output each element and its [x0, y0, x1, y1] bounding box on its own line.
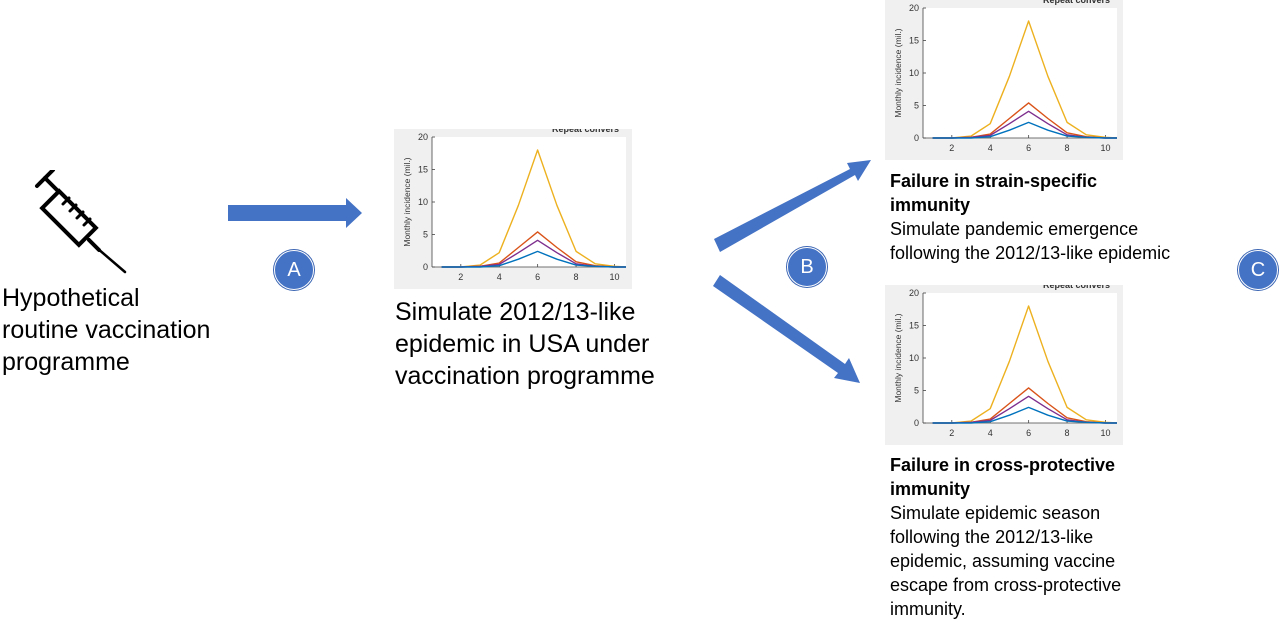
x-tick-label: 2: [949, 143, 954, 153]
plot-bottom-right: Repeat convers 0 5 10 15 20 2 4 6 8 10 Monthly inci…: [885, 285, 1123, 445]
y-tick-label: 15: [418, 165, 428, 175]
plot-area: [923, 8, 1117, 138]
y-tick-label: 15: [909, 321, 919, 331]
middle-caption-line: Simulate 2012/13-like: [395, 298, 636, 326]
y-tick-label: 20: [909, 288, 919, 298]
cross-caption: Failure in cross-protective immunity Sim…: [890, 453, 1230, 621]
cross-body: Simulate epidemic season following the 2…: [890, 501, 1230, 621]
legend-fragment: Repeat convers: [552, 129, 619, 134]
cross-title-line: Failure in cross-protective: [890, 455, 1116, 475]
middle-caption-line: vaccination programme: [395, 362, 655, 390]
series-line-1: [932, 305, 1118, 424]
middle-caption-line: epidemic in USA under: [395, 330, 650, 358]
chart-svg: Repeat convers 0 5 10 15 20 2 4 6 8 10 Monthly inci…: [885, 0, 1123, 160]
x-tick-label: 8: [1065, 143, 1070, 153]
cross-body-line: escape from cross-protective: [890, 575, 1122, 595]
x-tick-label: 4: [988, 143, 993, 153]
x-tick-label: 10: [609, 272, 619, 282]
legend-fragment: Repeat convers: [1043, 285, 1110, 290]
plot-area: [923, 293, 1117, 423]
chart-svg: Repeat convers 0 5 10 15 20 2 4 6 8 10 Monthly inci…: [885, 285, 1123, 445]
series-group: [441, 149, 627, 268]
y-tick-label: 5: [914, 386, 919, 396]
x-tick-label: 4: [988, 428, 993, 438]
strain-caption: Failure in strain-specific immunity Simu…: [890, 169, 1230, 265]
step-label-a: A: [274, 250, 314, 290]
series-line-4: [932, 121, 1117, 139]
strain-title-line: Failure in strain-specific: [890, 171, 1098, 191]
cross-title-line: immunity: [890, 479, 971, 499]
syringe-icon: [35, 170, 127, 274]
x-tick-label: 10: [1100, 428, 1110, 438]
series-group: [932, 20, 1118, 139]
legend-fragment: Repeat convers: [1043, 0, 1110, 5]
strain-body-line: Simulate pandemic emergence: [890, 219, 1139, 239]
y-tick-label: 0: [423, 262, 428, 272]
x-tick-label: 10: [1100, 143, 1110, 153]
y-tick-label: 5: [914, 101, 919, 111]
cross-body-line: following the 2012/13-like: [890, 527, 1094, 547]
strain-body: Simulate pandemic emergence following th…: [890, 217, 1230, 265]
y-tick-label: 10: [418, 197, 428, 207]
y-axis-label: Monthly incidence (mil.): [402, 157, 412, 246]
x-tick-label: 6: [1026, 143, 1031, 153]
x-tick-label: 8: [574, 272, 579, 282]
y-tick-label: 0: [914, 418, 919, 428]
cross-body-line: Simulate epidemic season: [890, 503, 1101, 523]
step-label-c: C: [1238, 250, 1278, 290]
cross-title: Failure in cross-protective immunity: [890, 453, 1230, 501]
series-line-4: [932, 406, 1117, 424]
x-tick-label: 6: [535, 272, 540, 282]
plot-area: [432, 137, 626, 267]
step-label-b: B: [787, 247, 827, 287]
strain-title: Failure in strain-specific immunity: [890, 169, 1230, 217]
strain-body-line: following the 2012/13-like epidemic: [890, 243, 1171, 263]
x-tick-label: 4: [497, 272, 502, 282]
y-tick-label: 10: [909, 68, 919, 78]
y-tick-label: 20: [909, 3, 919, 13]
series-group: [932, 305, 1118, 424]
series-line-1: [441, 149, 627, 268]
cross-body-line: immunity.: [890, 599, 966, 619]
y-axis-label: Monthly incidence (mil.): [893, 313, 903, 402]
cross-body-line: epidemic, assuming vaccine: [890, 551, 1116, 571]
y-tick-label: 20: [418, 132, 428, 142]
series-line-4: [441, 250, 626, 268]
y-axis-label: Monthly incidence (mil.): [893, 28, 903, 117]
y-tick-label: 15: [909, 36, 919, 46]
left-caption: Hypothetical routine vaccination program…: [2, 282, 242, 378]
plot-middle: Repeat convers 0 5 10 15 20 2 4 6 8 10 Monthly inci…: [394, 129, 632, 289]
left-caption-line: programme: [2, 348, 130, 376]
plot-top-right: Repeat convers 0 5 10 15 20 2 4 6 8 10 Monthly inci…: [885, 0, 1123, 160]
left-caption-line: routine vaccination: [2, 316, 211, 344]
y-tick-label: 0: [914, 133, 919, 143]
arrow-b-up: [714, 160, 871, 252]
x-tick-label: 6: [1026, 428, 1031, 438]
strain-title-line: immunity: [890, 195, 971, 215]
x-tick-label: 2: [458, 272, 463, 282]
arrow-b-down: [713, 275, 860, 383]
y-tick-label: 10: [909, 353, 919, 363]
chart-svg: Repeat convers 0 5 10 15 20 2 4 6 8 10 Monthly inci…: [394, 129, 632, 289]
middle-caption: Simulate 2012/13-like epidemic in USA un…: [395, 296, 695, 392]
x-tick-label: 2: [949, 428, 954, 438]
arrow-a: [228, 198, 362, 228]
left-caption-line: Hypothetical: [2, 284, 140, 312]
x-tick-label: 8: [1065, 428, 1070, 438]
series-line-1: [932, 20, 1118, 139]
y-tick-label: 5: [423, 230, 428, 240]
